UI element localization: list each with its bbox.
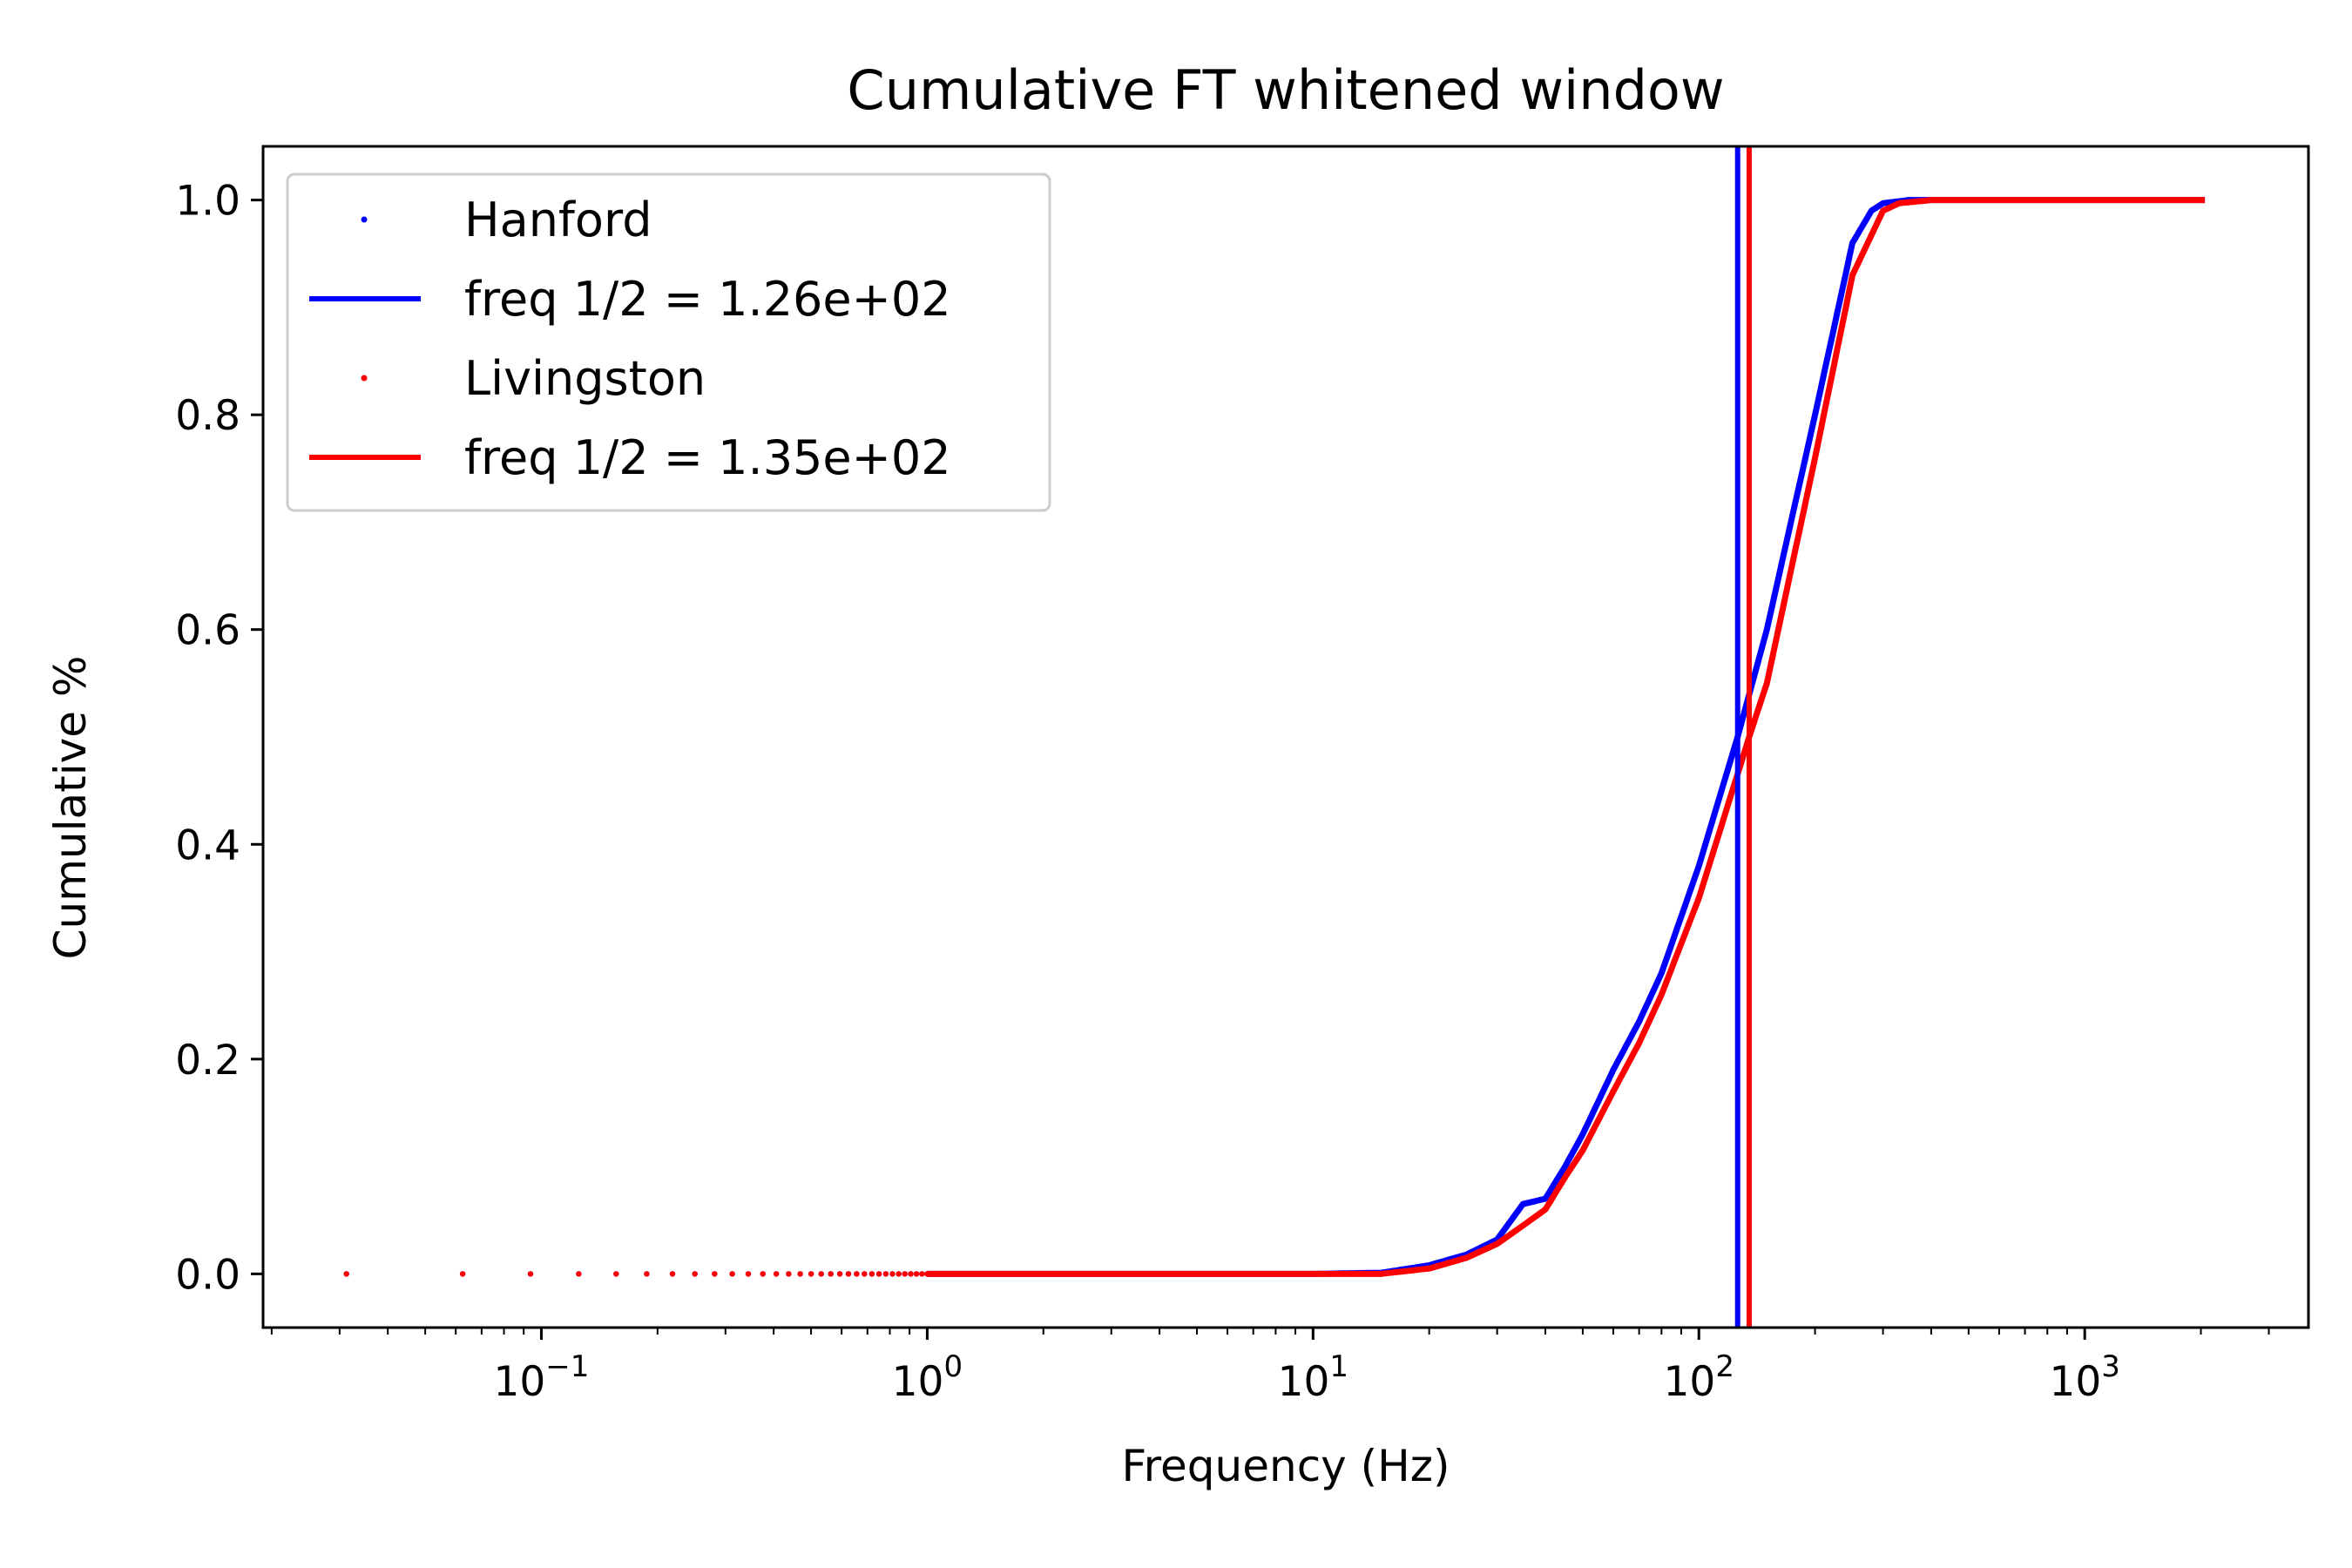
data-point [875,1271,882,1277]
data-point [786,1271,792,1277]
x-tick-label: 102 [1664,1349,1734,1406]
x-tick-label: 103 [2049,1349,2119,1406]
plot-clip-group [343,146,2206,1328]
data-point [818,1271,824,1277]
data-point [459,1271,466,1277]
data-point [808,1271,814,1277]
data-point [760,1271,766,1277]
data-point [836,1271,843,1277]
y-tick-label: 0.4 [175,821,240,869]
data-point [868,1271,875,1277]
data-point [902,1271,908,1277]
data-point [828,1271,834,1277]
legend-box [286,172,1051,512]
data-point [889,1271,896,1277]
data-point [773,1271,780,1277]
y-tick-label: 0.2 [175,1037,240,1085]
data-point [527,1271,534,1277]
data-point [882,1271,889,1277]
y-axis-label: Cumulative % [45,656,96,960]
legend-label: freq 1/2 = 1.35e+02 [464,430,951,485]
chart-title: Cumulative FT whitened window [847,58,1724,122]
x-tick-label: 100 [892,1349,963,1406]
x-tick-label: 10−1 [493,1349,589,1406]
data-point [576,1271,582,1277]
axes-frame [261,145,2310,1329]
y-tick-label: 0.8 [175,392,240,440]
legend-marker-dot [361,375,368,382]
data-point [669,1271,676,1277]
series-livingston [343,197,2206,1277]
data-point [924,1271,930,1277]
legend-marker-dot [361,216,368,223]
data-point [854,1271,860,1277]
data-point [845,1271,852,1277]
legend: Hanford freq 1/2 = 1.26e+02 Livingston freq… [286,172,1051,512]
series-line-livingston [927,197,2206,1277]
legend-label: freq 1/2 = 1.26e+02 [464,272,951,327]
data-point [644,1271,650,1277]
data-point [343,1271,349,1277]
data-point [613,1271,619,1277]
data-point [908,1271,914,1277]
data-point [919,1271,925,1277]
y-tick-label: 0.0 [175,1251,240,1299]
x-axis-label: Frequency (Hz) [1121,1441,1450,1491]
legend-label: Hanford [464,193,652,247]
data-point [745,1271,752,1277]
y-tick-label: 1.0 [175,178,240,226]
data-point [896,1271,902,1277]
data-point [729,1271,735,1277]
data-point [692,1271,698,1277]
y-tick-label: 0.6 [175,607,240,655]
data-point [712,1271,718,1277]
data-point [913,1271,920,1277]
axes: 0.0 0.2 0.4 0.6 0.8 1.0 10−1 100 101 102 103 [175,145,2310,1406]
plot-content [343,146,2206,1328]
legend-label: Livingston [464,351,706,406]
series-line-hanford [927,197,2206,1277]
x-tick-label: 101 [1278,1349,1348,1406]
data-point [797,1271,803,1277]
data-point [862,1271,868,1277]
